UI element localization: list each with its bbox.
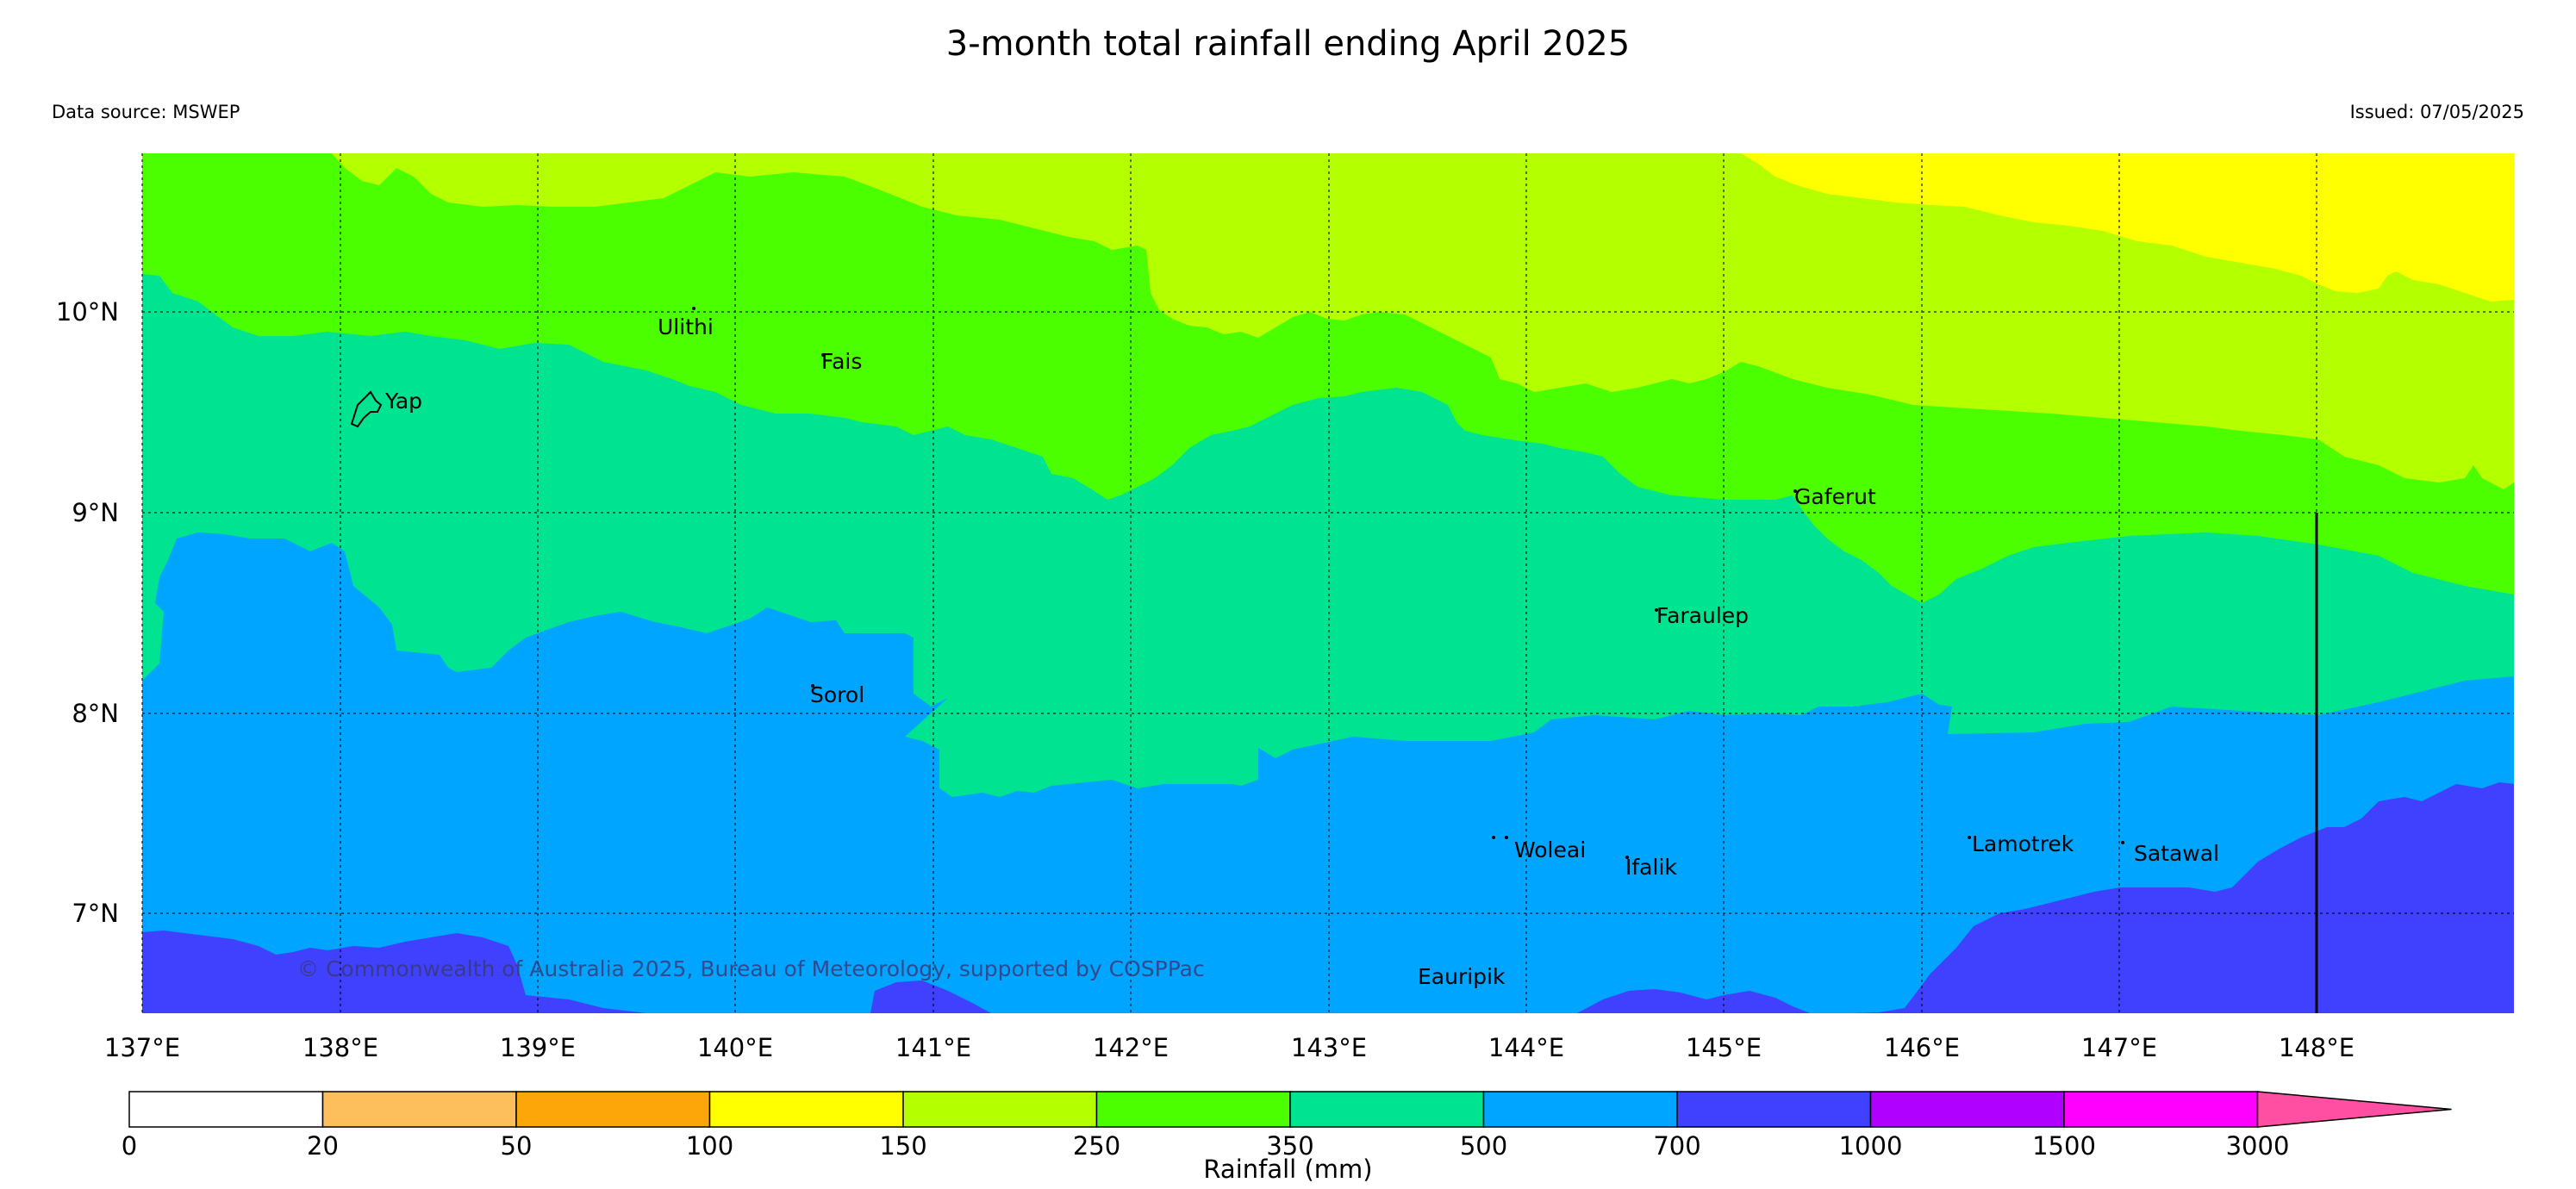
yap-island-outline bbox=[350, 390, 383, 428]
lat-tick-label: 10°N bbox=[56, 297, 119, 327]
colorbar-tick-label: 500 bbox=[1460, 1131, 1507, 1161]
place-label-gaferut: Gaferut bbox=[1794, 484, 1876, 509]
colorbar-segment bbox=[321, 1091, 517, 1128]
lon-tick-label: 144°E bbox=[1488, 1033, 1564, 1062]
colorbar-segment bbox=[1095, 1091, 1291, 1128]
rainfall-bands bbox=[142, 153, 2514, 1013]
colorbar-tick-label: 3000 bbox=[2226, 1131, 2290, 1161]
colorbar-segment bbox=[515, 1091, 711, 1128]
colorbar-segment bbox=[1869, 1091, 2065, 1128]
lon-tick-label: 140°E bbox=[697, 1033, 773, 1062]
lon-tick-label: 143°E bbox=[1291, 1033, 1367, 1062]
map-title: 3-month total rainfall ending April 2025 bbox=[945, 24, 1631, 64]
colorbar-tick-label: 1000 bbox=[1839, 1131, 1903, 1161]
place-label-yap: Yap bbox=[384, 389, 422, 414]
band-150-250 bbox=[332, 153, 2514, 489]
lon-tick-label: 137°E bbox=[104, 1033, 180, 1062]
colorbar-tick-label: 150 bbox=[879, 1131, 926, 1161]
band-700-1000-west bbox=[142, 931, 646, 1013]
band-100-150 bbox=[1741, 153, 2514, 302]
data-source-label: Data source: MSWEP bbox=[52, 102, 240, 122]
lon-tick-label: 147°E bbox=[2081, 1033, 2157, 1062]
lat-tick-label: 9°N bbox=[72, 498, 119, 527]
colorbar-tick-label: 20 bbox=[307, 1131, 339, 1161]
colorbar-segment bbox=[902, 1091, 1098, 1128]
colorbar-segment bbox=[2063, 1091, 2259, 1128]
colorbar-tick-label: 350 bbox=[1266, 1131, 1313, 1161]
place-label-ifalik: Ifalik bbox=[1625, 855, 1677, 880]
lon-tick-label: 141°E bbox=[895, 1033, 971, 1062]
place-label-lamotrek: Lamotrek bbox=[1972, 831, 2074, 856]
colorbar: 0 20 50 100 150 250 350 500 700 1000 1500 3000 bbox=[122, 1091, 2452, 1161]
place-label-satawal: Satawal bbox=[2134, 841, 2219, 866]
colorbar-tick-label: 1500 bbox=[2032, 1131, 2096, 1161]
lon-tick-label: 139°E bbox=[500, 1033, 576, 1062]
lon-tick-label: 138°E bbox=[303, 1033, 378, 1062]
band-700-1000-mid bbox=[870, 980, 991, 1013]
lat-tick-label: 8°N bbox=[72, 699, 119, 728]
colorbar-tick-label: 700 bbox=[1653, 1131, 1700, 1161]
place-label-eauripik: Eauripik bbox=[1418, 964, 1506, 989]
colorbar-segment bbox=[128, 1091, 324, 1128]
place-label-ulithi: Ulithi bbox=[658, 314, 714, 339]
colorbar-segment bbox=[1482, 1091, 1678, 1128]
lat-tick-label: 7°N bbox=[72, 899, 119, 928]
island-markers bbox=[692, 307, 2124, 859]
colorbar-label: Rainfall (mm) bbox=[1203, 1155, 1373, 1184]
colorbar-tick-label: 0 bbox=[122, 1131, 137, 1161]
colorbar-tick-label: 50 bbox=[501, 1131, 533, 1161]
colorbar-tick-label: 100 bbox=[686, 1131, 733, 1161]
colorbar-segment bbox=[1289, 1091, 1485, 1128]
copyright-notice: © Commonwealth of Australia 2025, Bureau… bbox=[297, 956, 1205, 981]
lon-tick-label: 142°E bbox=[1093, 1033, 1169, 1062]
colorbar-segment bbox=[708, 1091, 904, 1128]
place-label-woleai: Woleai bbox=[1514, 837, 1586, 862]
place-label-fais: Fais bbox=[821, 349, 862, 374]
colorbar-tick-label: 250 bbox=[1073, 1131, 1120, 1161]
lon-tick-label: 146°E bbox=[1884, 1033, 1960, 1062]
band-700-1000-south bbox=[1577, 989, 1810, 1013]
place-label-faraulep: Faraulep bbox=[1656, 603, 1749, 628]
issued-date-label: Issued: 07/05/2025 bbox=[2349, 102, 2524, 122]
band-700-1000-east bbox=[1853, 782, 2514, 1013]
colorbar-extend-arrow bbox=[2256, 1091, 2452, 1128]
colorbar-segment bbox=[1676, 1091, 1872, 1128]
place-label-sorol: Sorol bbox=[810, 682, 864, 707]
lon-tick-label: 145°E bbox=[1686, 1033, 1762, 1062]
lon-tick-label: 148°E bbox=[2279, 1033, 2355, 1062]
